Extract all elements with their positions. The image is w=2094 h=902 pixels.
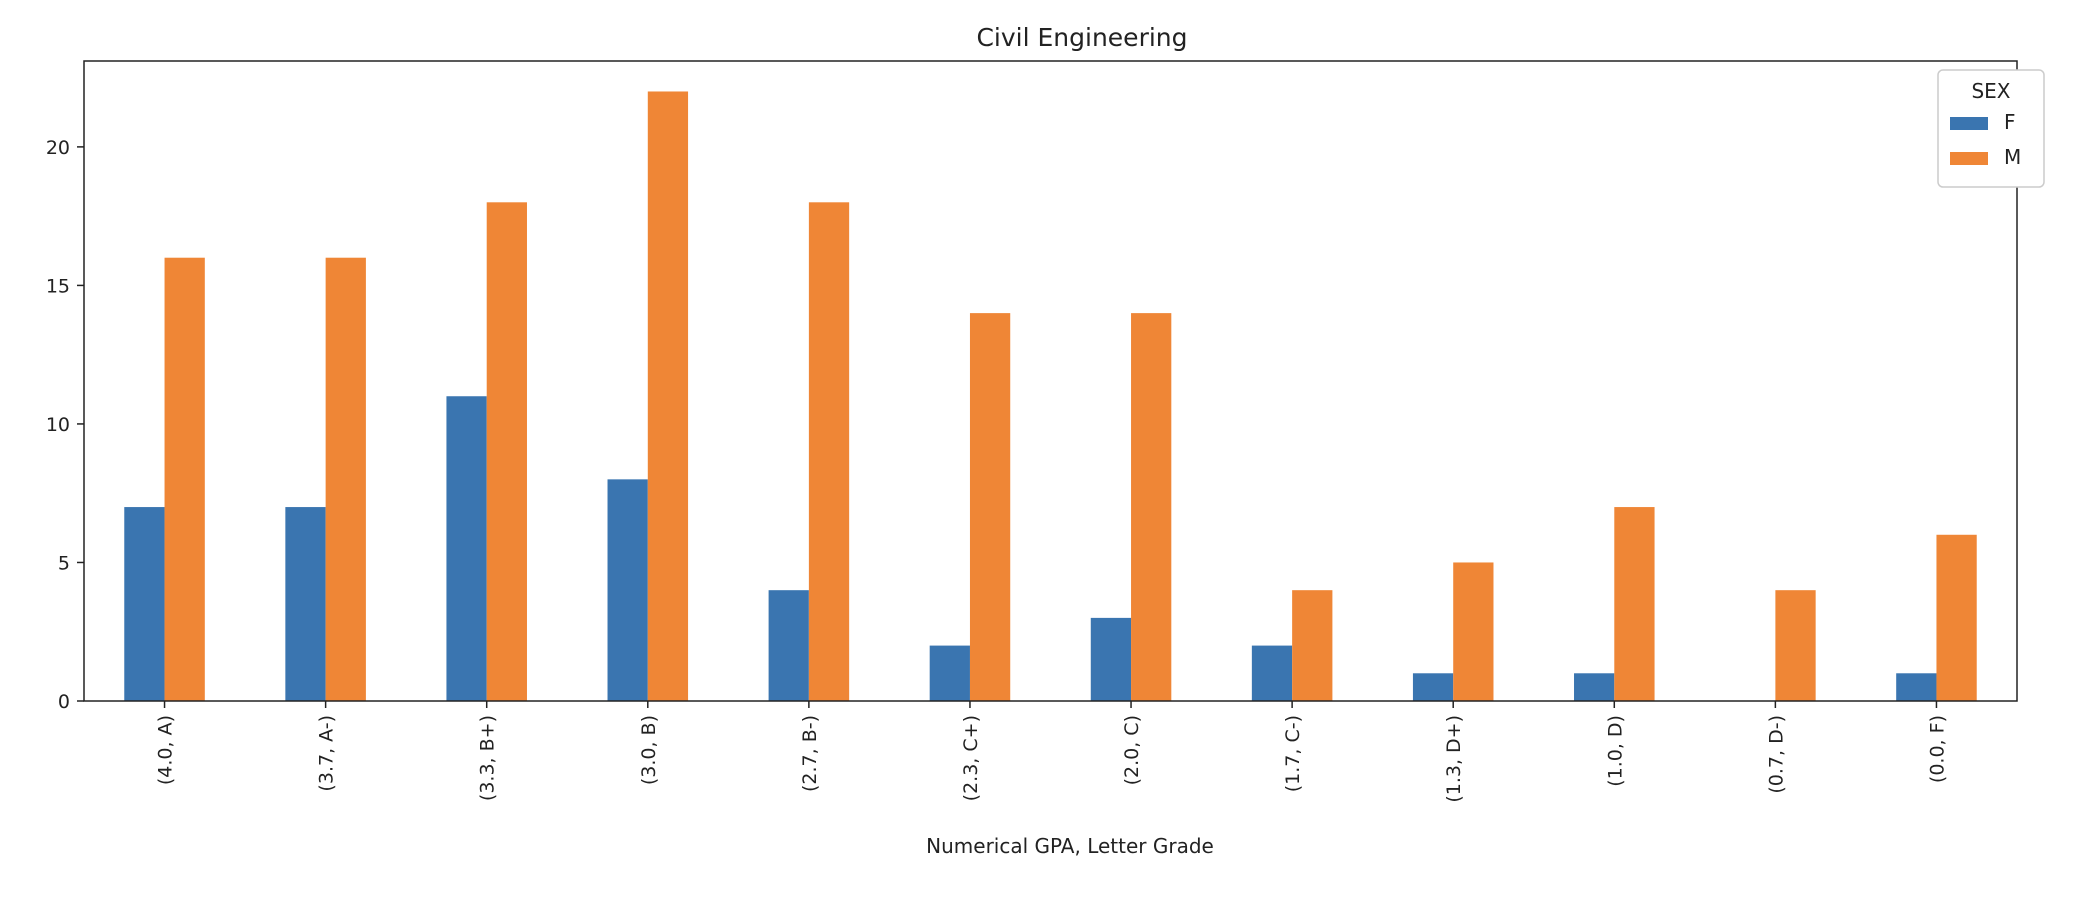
y-tick-label: 10 — [46, 414, 70, 436]
x-axis: (4.0, A) (3.7, A-) (3.3, B+) (3.0, B) (2.7, … — [155, 701, 1948, 803]
legend-items: FM — [1950, 110, 2021, 169]
legend-label-M: M — [2004, 145, 2021, 169]
y-axis: 0 5 10 15 20 — [46, 137, 84, 713]
bar-F-10 — [1574, 673, 1615, 701]
bar-M-8 — [1292, 590, 1333, 701]
x-tick-label: (0.0, F) — [1926, 715, 1948, 783]
bar-M-5 — [808, 202, 850, 702]
bar-M-1 — [164, 257, 205, 701]
bar-M-3 — [486, 202, 527, 702]
x-tick-label: (2.0, C) — [1121, 715, 1143, 785]
y-tick-label: 15 — [46, 275, 70, 297]
chart-title: Civil Engineering — [976, 23, 1187, 52]
bar-M-2 — [325, 257, 366, 701]
x-tick-label: (3.7, A-) — [316, 715, 338, 792]
bar-M-6 — [969, 313, 1011, 701]
bar-M-11 — [1775, 590, 1816, 701]
legend: SEX FM — [1937, 69, 2045, 188]
x-axis-label: Numerical GPA, Letter Grade — [926, 834, 1214, 858]
x-tick-label: (1.7, C-) — [1282, 715, 1304, 792]
bar-M-10 — [1614, 507, 1655, 701]
y-tick-label: 0 — [58, 691, 70, 713]
y-tick-label: 5 — [58, 552, 70, 574]
y-tick-label: 20 — [46, 137, 70, 159]
legend-title: SEX — [1971, 79, 2010, 103]
bar-F-4 — [607, 479, 648, 701]
bars-layer — [124, 91, 1977, 702]
bar-F-12 — [1896, 673, 1937, 701]
x-tick-label: (3.3, B+) — [477, 715, 499, 801]
x-tick-label: (3.0, B) — [638, 715, 660, 785]
legend-label-F: F — [2004, 110, 2016, 134]
bar-M-7 — [1131, 313, 1172, 701]
bar-F-6 — [929, 645, 970, 701]
x-tick-label: (0.7, D-) — [1765, 715, 1787, 794]
bar-M-4 — [647, 91, 689, 702]
bar-F-7 — [1090, 617, 1132, 701]
bar-M-9 — [1453, 562, 1494, 701]
bar-F-9 — [1412, 673, 1454, 701]
legend-swatch-M — [1950, 152, 1988, 165]
x-tick-label: (2.7, B-) — [799, 715, 821, 792]
x-tick-label: (1.3, D+) — [1443, 715, 1465, 803]
x-tick-label: (2.3, C+) — [960, 715, 982, 801]
x-tick-label: (1.0, D) — [1604, 715, 1626, 787]
legend-swatch-F — [1950, 117, 1988, 130]
bar-F-3 — [446, 396, 487, 701]
x-tick-label: (4.0, A) — [155, 715, 177, 785]
bar-F-1 — [124, 507, 165, 701]
bar-F-2 — [285, 507, 326, 701]
bar-M-12 — [1936, 534, 1977, 701]
bar-F-8 — [1251, 645, 1293, 701]
bar-F-5 — [768, 590, 809, 701]
plot-area-frame — [83, 60, 2018, 702]
